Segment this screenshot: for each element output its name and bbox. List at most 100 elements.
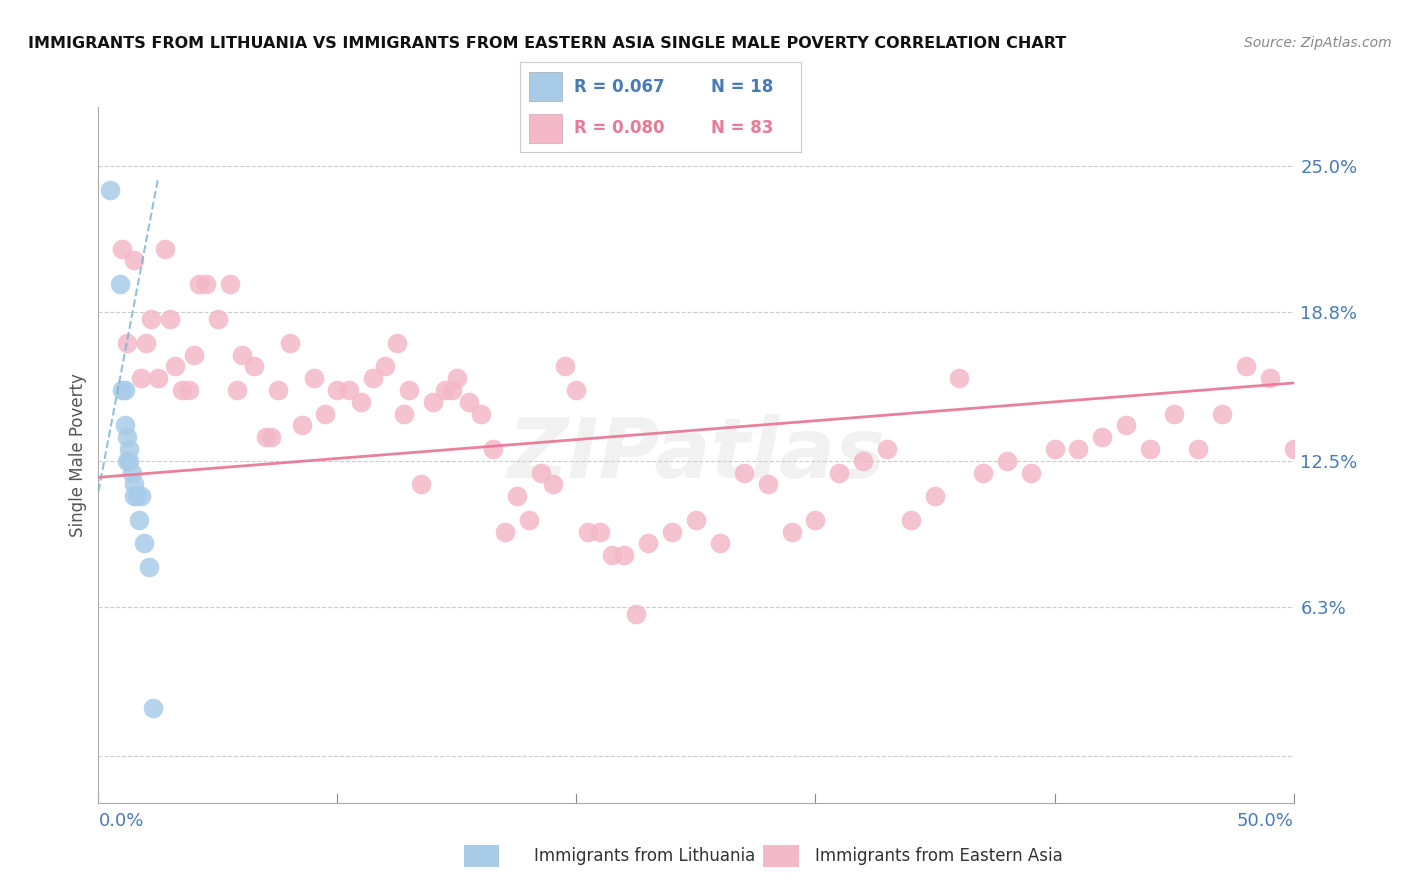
Point [172, 383, 194, 397]
Point [139, 312, 162, 326]
Point [339, 383, 360, 397]
Point [1163, 407, 1185, 421]
Point [302, 371, 325, 385]
Point [709, 536, 731, 550]
Point [876, 442, 898, 456]
Text: R = 0.080: R = 0.080 [574, 120, 664, 137]
Point [163, 359, 186, 374]
Text: IMMIGRANTS FROM LITHUANIA VS IMMIGRANTS FROM EASTERN ASIA SINGLE MALE POVERTY CO: IMMIGRANTS FROM LITHUANIA VS IMMIGRANTS … [28, 36, 1066, 51]
Point [111, 383, 134, 397]
Point [1282, 442, 1305, 456]
Point [155, 242, 177, 256]
Point [1115, 418, 1137, 433]
Point [219, 277, 242, 291]
Text: N = 18: N = 18 [711, 78, 773, 95]
Point [458, 395, 481, 409]
Point [115, 335, 138, 350]
Point [135, 335, 157, 350]
Text: 0.0%: 0.0% [98, 813, 143, 830]
Point [142, 701, 165, 715]
Text: Immigrants from Lithuania: Immigrants from Lithuania [534, 847, 755, 865]
Point [1211, 407, 1233, 421]
Point [1043, 442, 1066, 456]
Point [924, 489, 946, 503]
Point [115, 430, 138, 444]
Point [121, 466, 143, 480]
Point [602, 548, 624, 562]
Point [394, 407, 416, 421]
Point [108, 277, 131, 291]
Text: 50.0%: 50.0% [1237, 813, 1294, 830]
Point [411, 477, 433, 491]
Point [267, 383, 290, 397]
Point [900, 513, 922, 527]
Point [114, 383, 136, 397]
Point [1019, 466, 1042, 480]
Point [207, 312, 229, 326]
FancyBboxPatch shape [529, 114, 562, 143]
Point [124, 253, 146, 268]
Point [291, 418, 314, 433]
Point [124, 477, 146, 491]
Point [254, 430, 277, 444]
Y-axis label: Single Male Poverty: Single Male Poverty [69, 373, 87, 537]
Point [138, 560, 160, 574]
Point [422, 395, 444, 409]
Point [685, 513, 707, 527]
Point [148, 371, 170, 385]
Point [315, 407, 337, 421]
Point [433, 383, 456, 397]
Point [529, 466, 551, 480]
Point [124, 489, 146, 503]
Point [589, 524, 612, 539]
Point [972, 466, 994, 480]
Point [852, 454, 875, 468]
Point [159, 312, 181, 326]
Point [1234, 359, 1257, 374]
Point [828, 466, 851, 480]
Point [243, 359, 266, 374]
Point [554, 359, 576, 374]
Point [780, 524, 803, 539]
Point [118, 454, 141, 468]
Point [481, 442, 505, 456]
Point [118, 442, 141, 456]
Point [326, 383, 349, 397]
Point [565, 383, 588, 397]
Point [470, 407, 492, 421]
Point [374, 359, 396, 374]
Text: ZIPatlas: ZIPatlas [508, 415, 884, 495]
Text: Source: ZipAtlas.com: Source: ZipAtlas.com [1244, 36, 1392, 50]
Point [995, 454, 1018, 468]
Point [1091, 430, 1114, 444]
Point [131, 489, 153, 503]
Point [733, 466, 755, 480]
Text: R = 0.067: R = 0.067 [574, 78, 664, 95]
FancyBboxPatch shape [529, 72, 562, 101]
Point [441, 383, 464, 397]
Point [259, 430, 281, 444]
Point [125, 489, 148, 503]
Text: Immigrants from Eastern Asia: Immigrants from Eastern Asia [815, 847, 1063, 865]
Point [661, 524, 683, 539]
Point [948, 371, 970, 385]
Point [576, 524, 599, 539]
Point [446, 371, 468, 385]
Point [1187, 442, 1209, 456]
Point [626, 607, 648, 621]
Point [98, 183, 122, 197]
Point [494, 524, 516, 539]
Point [226, 383, 249, 397]
Point [131, 371, 153, 385]
Point [194, 277, 218, 291]
Point [398, 383, 420, 397]
Point [637, 536, 659, 550]
Text: N = 83: N = 83 [711, 120, 773, 137]
Point [111, 242, 134, 256]
Point [231, 348, 253, 362]
Point [363, 371, 385, 385]
Point [132, 536, 155, 550]
Point [506, 489, 529, 503]
Point [128, 513, 150, 527]
Point [613, 548, 636, 562]
